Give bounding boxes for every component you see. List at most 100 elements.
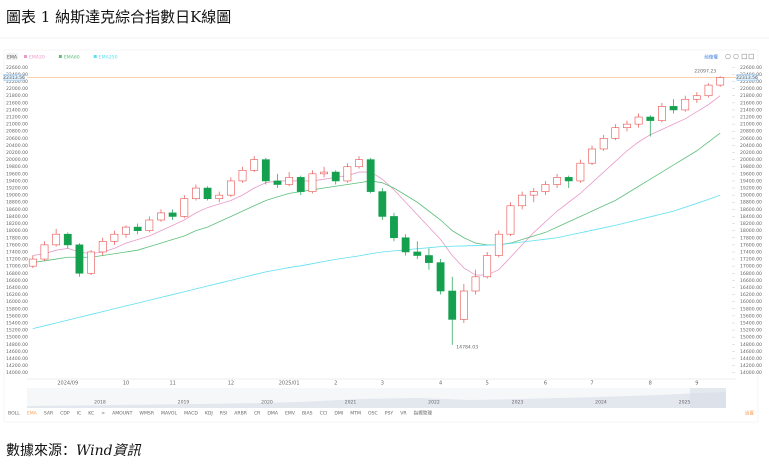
candle-body [355,159,363,168]
last-price-tag-left [3,74,25,81]
y-tick-label: 15200.00 [6,328,28,334]
y-tick-label-right: 17600.00 [740,242,762,248]
candle-body [308,173,317,192]
indicator-tab[interactable]: WMSR [139,411,154,417]
ma-line [32,194,721,330]
candle-body [28,258,37,267]
adjust-toggle[interactable]: 前復權 [704,53,718,60]
indicator-tab[interactable]: 指標管理 [414,410,433,417]
y-tick-label-right: 17200.00 [740,257,762,263]
x-tick-label: 5 [486,381,489,387]
indicator-tab[interactable]: EMA [27,411,38,417]
x-tick-label: 2025/01 [279,381,300,387]
y-tick-label: 22000.00 [6,86,28,92]
indicator-tab[interactable]: MACD [184,411,198,417]
y-tick-label-right: 15000.00 [740,335,762,341]
indicator-tab[interactable]: IC [77,411,82,417]
indicator-tab[interactable]: CCI [320,411,328,417]
indicator-tab[interactable]: CR [254,411,261,417]
indicator-tab[interactable]: DMI [334,411,343,417]
indicator-tab[interactable]: RSI [220,411,227,417]
y-tick-label-right: 15200.00 [740,328,762,334]
candle-body [273,180,282,185]
indicator-tab[interactable]: PSY [385,411,394,417]
y-tick-label: 21800.00 [6,93,28,99]
y-tick-label: 16400.00 [6,285,28,291]
y-tick-label: 14800.00 [6,342,28,348]
y-tick-label: 16800.00 [6,271,28,277]
settings-button[interactable]: 設置 [745,410,755,417]
low-annotation: 14784.03 [456,344,478,350]
y-tick-label: 18800.00 [6,200,28,206]
indicator-tab[interactable]: AMOUNT [112,411,133,417]
y-tick-label-right: 20000.00 [740,157,762,163]
y-tick-label-right: 21000.00 [740,122,762,128]
indicator-tab[interactable]: KDJ [205,411,213,417]
candle-body [716,77,725,86]
indicator-tab[interactable]: BIAS [302,411,313,417]
ma-line [32,95,721,276]
toolbar-icons [725,53,754,60]
legend-entry: EMA250 [99,54,118,60]
y-tick-label-right: 14400.00 [740,356,762,362]
x-tick-label: 9 [695,381,698,387]
y-tick-label: 22600.00 [6,65,28,71]
y-tick-label: 15800.00 [6,306,28,312]
y-tick-label-right: 14000.00 [740,370,762,376]
indicator-tab[interactable]: OSC [368,411,378,417]
y-tick-label-right: 18800.00 [740,200,762,206]
y-tick-label-right: 17800.00 [740,235,762,241]
legend-entry: EMA20 [29,54,45,60]
navigator-label: 2021 [345,400,357,406]
y-tick-label: 18000.00 [6,228,28,234]
navigator-window[interactable] [690,388,726,408]
indicator-tab[interactable]: CDP [60,411,70,417]
navigator-area [27,392,726,408]
y-tick-label-right: 17000.00 [740,264,762,270]
y-tick-label-right: 20600.00 [740,136,762,142]
source: 數據來源：Wind資訊 [6,443,142,459]
x-tick-label: 2 [334,381,337,387]
candle-body [63,233,72,246]
candle-body [261,159,270,182]
navigator-label: 2024 [595,400,607,406]
y-tick-label-right: 22600.00 [740,65,762,71]
y-tick-label: 21400.00 [6,107,28,113]
candle-body [553,177,561,185]
x-tick-label: 4 [439,381,442,387]
y-tick-label-right: 19400.00 [740,178,762,184]
indicator-tab[interactable]: SAR [44,411,54,417]
candle-body [681,98,690,111]
indicator-tab[interactable]: BOLL [8,411,20,417]
candle-body [133,226,142,231]
y-tick-label-right: 20800.00 [740,129,762,135]
candle-body [192,187,200,199]
y-tick-label: 18200.00 [6,221,28,227]
y-tick-label: 16600.00 [6,278,28,284]
y-tick-label: 20000.00 [6,157,28,163]
y-tick-label: 17000.00 [6,264,28,270]
high-annotation: 22097.23 [694,69,716,75]
candle-body [471,276,480,292]
y-tick-label: 20600.00 [6,136,28,142]
indicator-tab[interactable]: > [101,411,105,417]
candle-body [669,106,678,111]
indicator-tab[interactable]: ARBR [234,411,247,417]
y-tick-label: 19400.00 [6,178,28,184]
x-tick-label: 2024/09 [57,381,78,387]
y-tick-label: 14600.00 [6,349,28,355]
indicator-tab[interactable]: MAVOL [161,411,177,417]
candle-body [168,212,177,217]
y-tick-label: 22200.00 [6,79,28,85]
indicator-tab[interactable]: DMA [267,411,279,417]
y-tick-label-right: 15400.00 [740,320,762,326]
indicator-name: EMA [7,54,18,60]
indicator-tab[interactable]: KC [88,411,94,417]
indicator-tab[interactable]: MTM [350,411,361,417]
candle-body [483,255,492,278]
legend-entry: EMA60 [64,54,80,60]
candle-body [529,191,538,196]
y-tick-label-right: 18200.00 [740,221,762,227]
indicator-tab[interactable]: EMV [285,411,296,417]
indicator-tab[interactable]: VR [400,411,407,417]
